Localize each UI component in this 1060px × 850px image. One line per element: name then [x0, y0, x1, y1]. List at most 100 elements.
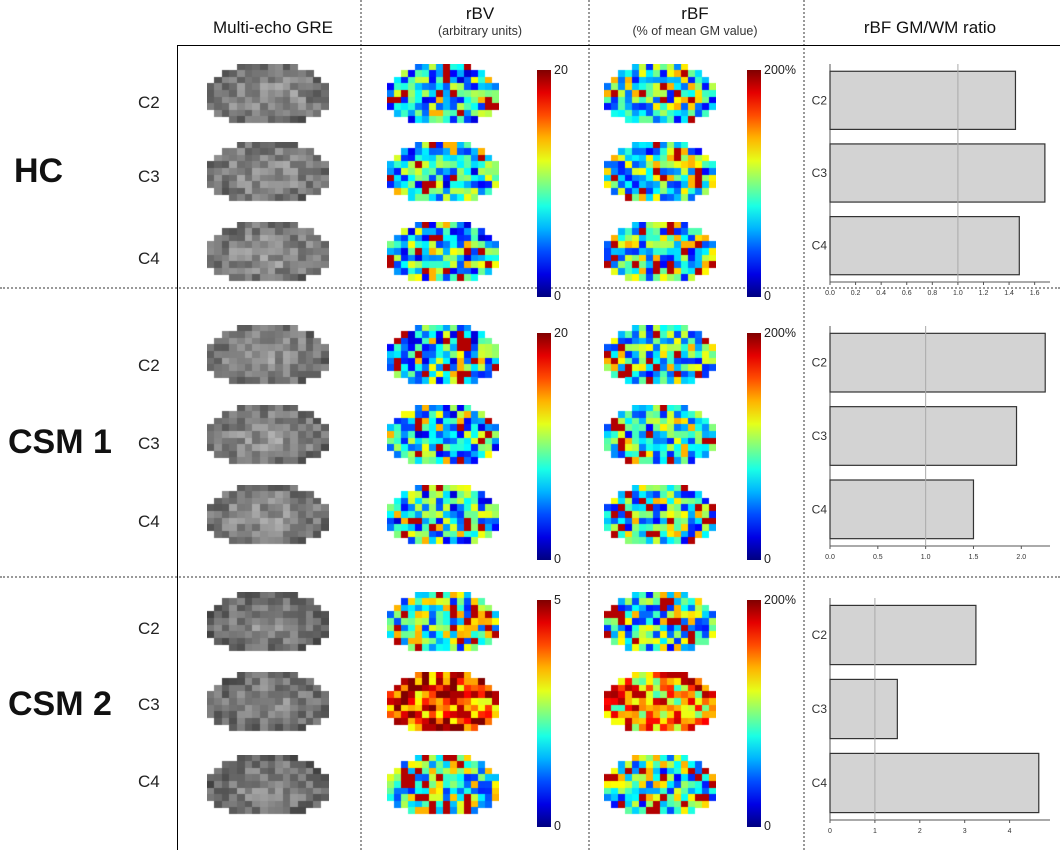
x-tick-label: 1.0	[921, 554, 931, 561]
ratio-bar	[829, 604, 977, 666]
rbv-colorbar	[537, 70, 551, 297]
perfusion-map-image	[604, 222, 716, 288]
rbv-scale-max: 20	[554, 326, 568, 340]
column-separator	[588, 0, 590, 850]
group-label-csm2: CSM 2	[8, 685, 112, 723]
x-tick-label: 0.0	[825, 290, 835, 297]
perfusion-map-image	[387, 64, 499, 130]
header-rbv-label: rBV	[465, 4, 495, 23]
perfusion-map-image	[387, 222, 499, 288]
perfusion-map-image	[387, 672, 499, 738]
header-gre: Multi-echo GRE	[188, 18, 358, 38]
rbf-scale-min: 0	[764, 552, 771, 566]
gre-slice-image	[207, 672, 329, 738]
x-tick-label: 0.8	[927, 290, 937, 297]
perfusion-map-image	[387, 405, 499, 471]
rbf-scale-max: 200%	[764, 63, 796, 77]
gre-slice-image	[207, 222, 329, 288]
column-separator	[360, 0, 362, 850]
ratio-bar	[829, 678, 898, 740]
gre-slice-image	[207, 64, 329, 130]
figure-axis-vertical	[177, 45, 178, 850]
gre-slice-image	[207, 755, 329, 821]
ratio-bar	[829, 479, 975, 540]
rbf-colorbar	[747, 333, 761, 560]
x-tick-label: 0.6	[902, 290, 912, 297]
rbv-scale-max: 5	[554, 593, 561, 607]
header-rbv: rBV (arbitrary units)	[380, 4, 580, 38]
x-tick-label: 2.0	[1016, 554, 1026, 561]
ratio-bar	[829, 143, 1046, 203]
perfusion-map-image	[387, 325, 499, 391]
rbv-colorbar	[537, 333, 551, 560]
ratio-bar	[829, 332, 1046, 393]
rbf-scale-max: 200%	[764, 326, 796, 340]
level-label: C3	[138, 434, 160, 453]
gre-slice-image	[207, 142, 329, 208]
level-label: C3	[138, 695, 160, 714]
row-separator	[0, 576, 1060, 578]
category-label: C2	[812, 356, 828, 370]
header-rbf-label: rBF	[681, 4, 709, 23]
column-separator	[803, 0, 805, 850]
category-label: C4	[812, 502, 828, 516]
header-rbf: rBF (% of mean GM value)	[590, 4, 800, 38]
x-tick-label: 4	[1008, 828, 1012, 835]
ratio-chart-csm2: C2 C3 C4 0 1 2 3 4	[812, 598, 1050, 835]
x-tick-label: 1.2	[979, 290, 989, 297]
ratio-bar	[829, 406, 1018, 466]
header-ratio-label: rBF GM/WM ratio	[863, 18, 997, 37]
x-tick-label: 1	[873, 828, 877, 835]
level-label: C2	[138, 356, 160, 375]
header-ratio: rBF GM/WM ratio	[810, 18, 1050, 38]
level-label: C2	[138, 93, 160, 112]
category-label: C4	[812, 239, 828, 253]
level-label: C4	[138, 512, 160, 531]
x-tick-label: 3	[963, 828, 967, 835]
perfusion-map-image	[387, 592, 499, 658]
category-label: C3	[812, 429, 828, 443]
category-label: C3	[812, 702, 828, 716]
x-tick-label: 0	[828, 828, 832, 835]
category-label: C2	[812, 93, 828, 107]
perfusion-map-image	[604, 755, 716, 821]
x-tick-label: 2	[918, 828, 922, 835]
category-label: C3	[812, 166, 828, 180]
x-tick-label: 0.5	[873, 554, 883, 561]
group-label-csm1: CSM 1	[8, 423, 112, 461]
gre-slice-image	[207, 592, 329, 658]
perfusion-map-image	[387, 755, 499, 821]
category-label: C2	[812, 628, 828, 642]
rbf-scale-min: 0	[764, 819, 771, 833]
perfusion-map-image	[604, 405, 716, 471]
group-label-hc: HC	[14, 152, 64, 190]
gre-slice-image	[207, 405, 329, 471]
perfusion-map-image	[387, 485, 499, 551]
perfusion-map-image	[604, 592, 716, 658]
rbv-scale-min: 0	[554, 819, 561, 833]
rbf-colorbar	[747, 600, 761, 827]
gre-slice-image	[207, 325, 329, 391]
x-tick-label: 1.6	[1030, 290, 1040, 297]
x-tick-label: 1.4	[1004, 290, 1014, 297]
x-tick-label: 0.2	[851, 290, 861, 297]
rbv-scale-min: 0	[554, 552, 561, 566]
ratio-chart-csm1: C2 C3 C4 0.0 0.5 1.0 1.5 2.0	[812, 326, 1050, 561]
perfusion-map-image	[604, 325, 716, 391]
header-gre-label: Multi-echo GRE	[213, 18, 333, 37]
header-rbf-sublabel: (% of mean GM value)	[632, 24, 758, 38]
header-rbv-sublabel: (arbitrary units)	[437, 24, 523, 38]
perfusion-map-image	[604, 64, 716, 130]
perfusion-map-image	[604, 672, 716, 738]
row-separator	[0, 287, 1060, 289]
level-label: C4	[138, 249, 160, 268]
perfusion-map-image	[604, 142, 716, 208]
rbf-scale-min: 0	[764, 289, 771, 303]
ratio-bar	[829, 752, 1040, 814]
level-label: C4	[138, 772, 160, 791]
rbf-scale-max: 200%	[764, 593, 796, 607]
x-tick-label: 0.4	[876, 290, 886, 297]
x-tick-label: 1.5	[969, 554, 979, 561]
category-label: C4	[812, 776, 828, 790]
rbf-colorbar	[747, 70, 761, 297]
